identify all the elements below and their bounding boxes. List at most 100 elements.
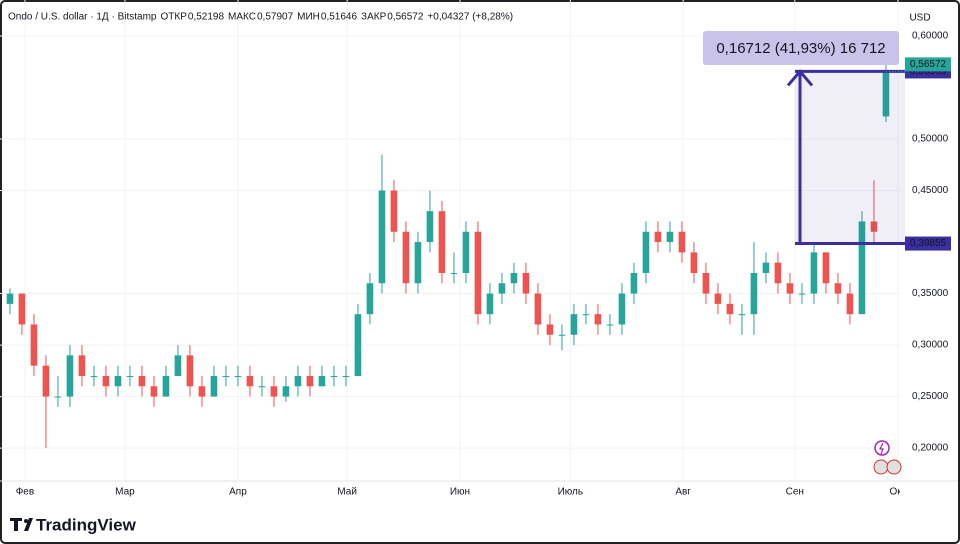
candle-body — [54, 396, 62, 398]
candle-body — [618, 293, 626, 325]
x-tick-label: Авг — [675, 487, 691, 498]
ohlc-name: ЗАКР — [361, 12, 387, 23]
y-tick-label: 0,50000 — [912, 134, 949, 145]
y-tick-label: 0,20000 — [912, 443, 949, 454]
candle-body — [714, 293, 722, 304]
candle-body — [786, 283, 794, 294]
candle-body — [438, 211, 446, 273]
ohlc-value: 0,57907 — [257, 12, 294, 23]
candle-body — [366, 283, 374, 315]
measure-box — [703, 31, 899, 65]
y-tick-label: 0,25000 — [912, 391, 949, 402]
x-tick-label: Фев — [16, 487, 34, 498]
candle-body — [114, 375, 122, 387]
candle-body — [318, 375, 326, 387]
candle-body — [258, 386, 266, 388]
candle-body — [774, 262, 782, 284]
candle-body — [486, 293, 494, 315]
candle-body — [330, 375, 338, 377]
candle-body — [162, 375, 170, 397]
ohlc-value: 0,56572 — [387, 12, 424, 23]
candle-body — [582, 314, 590, 316]
candle-body — [90, 375, 98, 377]
candle-body — [762, 262, 770, 273]
candle-body — [822, 252, 830, 284]
candle-body — [222, 375, 230, 377]
ohlc-name: МАКС — [228, 12, 256, 23]
candle-body — [882, 71, 890, 117]
last-price-tag — [905, 57, 951, 72]
candle-body — [702, 272, 710, 294]
candle-body — [78, 355, 86, 376]
y-tick-label: 0,45000 — [912, 185, 949, 196]
y-tick-label: 0,60000 — [912, 31, 949, 42]
ohlc-value: 0,51646 — [321, 12, 358, 23]
ohlc-name: ОТКР — [161, 12, 188, 23]
icons — [873, 440, 902, 475]
measure-label: 0,16712 (41,93%) 16 712 — [716, 40, 885, 57]
candle-body — [798, 293, 806, 295]
candle-body — [450, 272, 458, 274]
candle-body — [558, 334, 566, 336]
measure-from-label: 0,39855 — [910, 238, 947, 249]
candle-body — [42, 365, 50, 397]
candle-body — [342, 375, 350, 377]
candle-body — [66, 355, 74, 397]
candle-body — [150, 386, 158, 397]
candle-body — [102, 375, 110, 387]
y-tick-label: 0,30000 — [912, 340, 949, 351]
candle-body — [390, 190, 398, 232]
candle-body — [234, 375, 242, 377]
candle-body — [522, 272, 530, 294]
header: Ondo / U.S. dollar · 1Д · Bitstamp ОТКР 0,… — [8, 12, 513, 23]
candle-body — [498, 283, 506, 294]
candle-body — [642, 231, 650, 273]
change: +0,04327 (+8,28%) — [427, 12, 513, 23]
candle-body — [654, 231, 662, 243]
candle-body — [738, 314, 746, 316]
candle-body — [810, 252, 818, 294]
currency: USD — [909, 13, 930, 24]
candle-body — [354, 314, 362, 376]
candle-body — [546, 324, 554, 335]
logo: TradingView — [10, 515, 137, 534]
candle-body — [210, 375, 218, 397]
candle-body — [198, 386, 206, 397]
candle-body — [690, 252, 698, 273]
measure-arrowhead — [786, 69, 814, 87]
logo-text: TradingView — [36, 515, 137, 534]
candle-body — [138, 375, 146, 387]
candle-body — [750, 272, 758, 315]
candle-body — [270, 386, 278, 397]
candle-body — [606, 324, 614, 326]
candle-body — [630, 272, 638, 294]
candle-body — [594, 314, 602, 325]
x-tick-label: Июн — [450, 487, 470, 498]
symbol: Ondo / U.S. dollar · 1Д · Bitstamp — [8, 12, 157, 23]
ohlc-value: 0,52198 — [188, 12, 225, 23]
candle-body — [870, 221, 878, 232]
candle-body — [246, 375, 254, 387]
candle-body — [282, 386, 290, 397]
x-tick-label: Апр — [229, 487, 247, 498]
candle-body — [126, 375, 134, 377]
x-axis: Фев Мар Апр Май Июн Июль Авг Сен Окт — [16, 487, 907, 498]
y-tick-label: 0,35000 — [912, 288, 949, 299]
candle-body — [186, 355, 194, 387]
candle-body — [306, 375, 314, 387]
candle-body — [378, 190, 386, 284]
candle-body — [834, 283, 842, 294]
candle-body — [534, 293, 542, 325]
candle-body — [666, 231, 674, 243]
candle-body — [30, 324, 38, 366]
x-tick-label: Июль — [558, 487, 584, 498]
ohlc-name: МИН — [297, 12, 320, 23]
candle-body — [294, 375, 302, 387]
candle-body — [726, 303, 734, 315]
measure-from-label-tag — [905, 236, 951, 251]
candle-body — [570, 314, 578, 335]
candle-body — [474, 231, 482, 315]
x-tick-label: Окт — [890, 487, 907, 498]
candle-body — [462, 231, 470, 273]
